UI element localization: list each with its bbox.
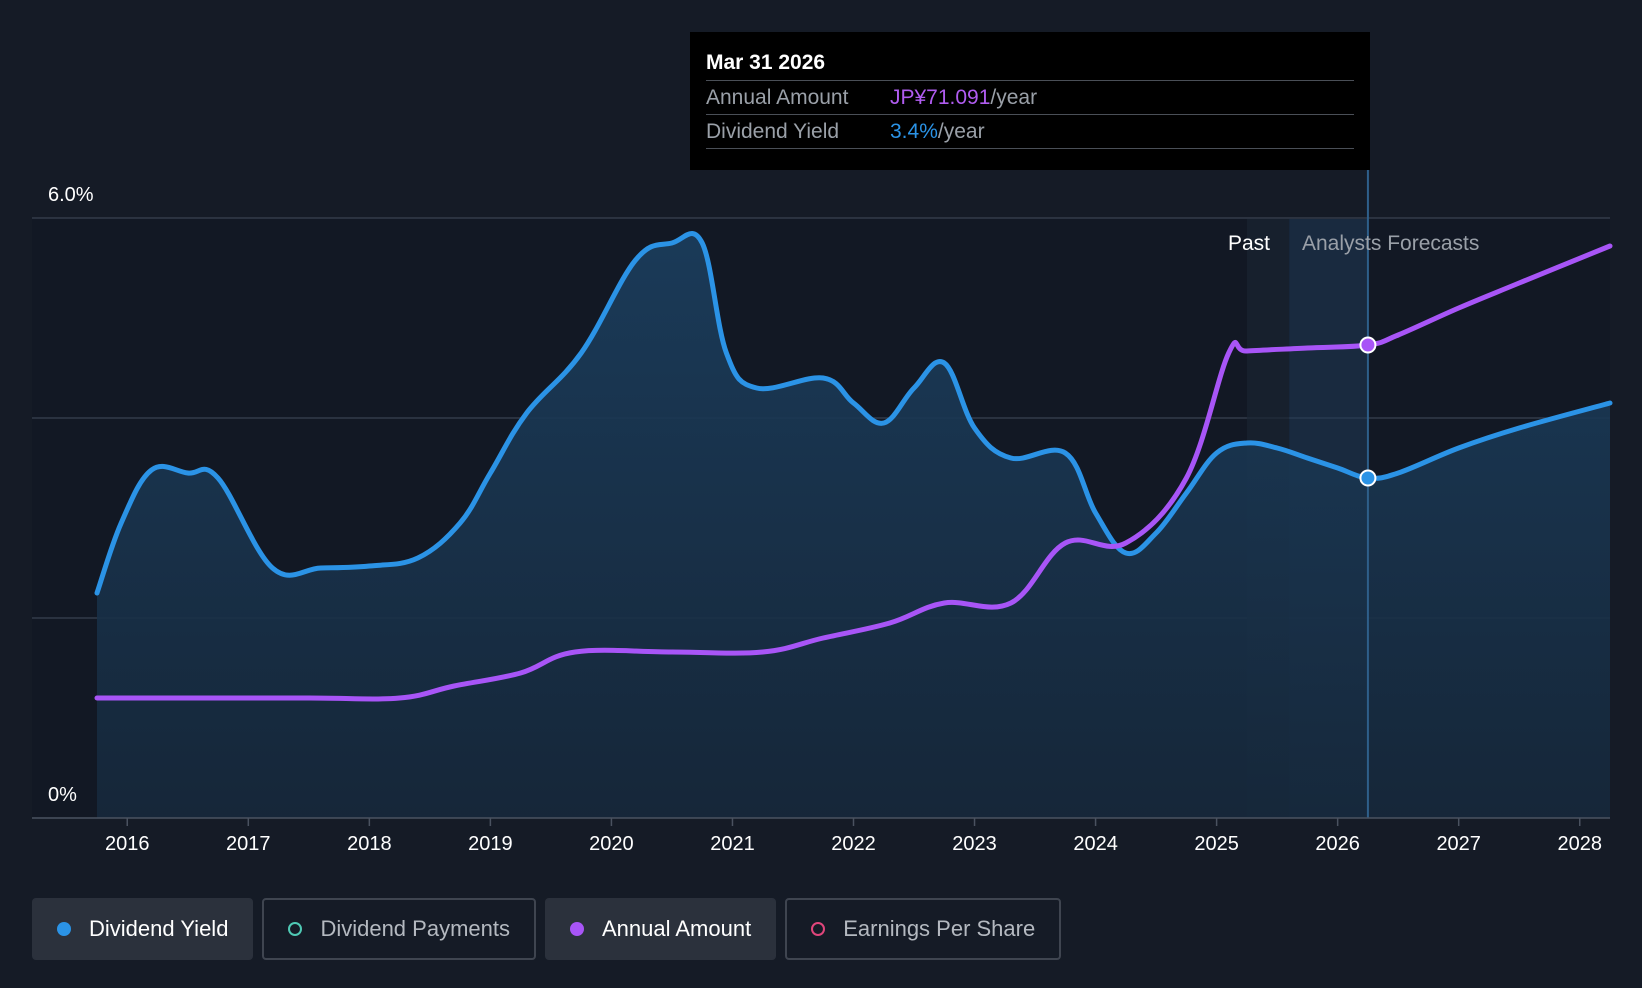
x-tick-label: 2022 xyxy=(831,833,876,855)
x-tick-label: 2018 xyxy=(347,833,392,855)
tooltip: Mar 31 2026 Annual Amount JP¥71.091 /yea… xyxy=(690,32,1370,170)
y-tick-label-bottom: 0% xyxy=(48,784,77,806)
legend-label: Dividend Yield xyxy=(89,916,229,941)
forecast-label: Analysts Forecasts xyxy=(1302,232,1479,255)
annual-amount-marker[interactable] xyxy=(1359,336,1377,354)
annual-amount-dot-icon xyxy=(569,922,584,936)
legend-dividend-yield[interactable]: Dividend Yield xyxy=(32,898,254,960)
x-tick-label: 2023 xyxy=(952,833,997,855)
legend-annual-amount[interactable]: Annual Amount xyxy=(544,898,777,960)
tooltip-unit: /year xyxy=(937,120,985,143)
tooltip-value: JP¥71.091 xyxy=(890,86,991,109)
legend-earnings-per-share[interactable]: Earnings Per Share xyxy=(785,898,1062,960)
dividend-yield-line[interactable] xyxy=(94,231,1613,596)
dividend-yield-area xyxy=(97,233,1610,819)
legend-dividend-payments[interactable]: Dividend Payments xyxy=(262,898,536,960)
earnings-per-share-circle-icon xyxy=(811,922,826,936)
past-label: Past xyxy=(1228,232,1270,255)
legend: Dividend Yield Dividend Payments Annual … xyxy=(32,898,1062,960)
legend-label: Earnings Per Share xyxy=(843,916,1036,941)
tooltip-label: Annual Amount xyxy=(706,86,849,109)
dividend-yield-dot-icon xyxy=(57,922,71,936)
tooltip-row-annual-amount: Annual Amount JP¥71.091 /year xyxy=(706,80,1354,114)
legend-label: Dividend Payments xyxy=(320,916,510,941)
tooltip-value: 3.4% xyxy=(890,120,938,143)
x-tick-label: 2027 xyxy=(1436,833,1481,855)
x-tick-label: 2016 xyxy=(105,833,150,855)
tooltip-row-dividend-yield: Dividend Yield 3.4% /year xyxy=(706,114,1354,149)
tooltip-date: Mar 31 2026 xyxy=(706,51,826,74)
y-tick-label-top: 6.0% xyxy=(48,184,94,206)
tooltip-unit: /year xyxy=(990,86,1038,109)
x-tick-label: 2017 xyxy=(226,833,271,855)
x-tick-label: 2028 xyxy=(1557,833,1602,855)
x-tick-label: 2019 xyxy=(468,833,513,855)
x-tick-label: 2021 xyxy=(710,833,755,855)
x-tick-label: 2020 xyxy=(589,833,634,855)
x-tick-label: 2024 xyxy=(1073,833,1118,855)
dividend-yield-marker[interactable] xyxy=(1359,469,1377,487)
dividend-payments-circle-icon xyxy=(288,922,303,936)
x-tick-label: 2025 xyxy=(1194,833,1239,855)
legend-label: Annual Amount xyxy=(601,916,752,941)
x-tick-label: 2026 xyxy=(1315,833,1360,855)
tooltip-label: Dividend Yield xyxy=(706,120,840,143)
x-axis: 2016 2017 2018 2019 2020 2021 2022 2023 2024 2025… xyxy=(105,818,1602,855)
